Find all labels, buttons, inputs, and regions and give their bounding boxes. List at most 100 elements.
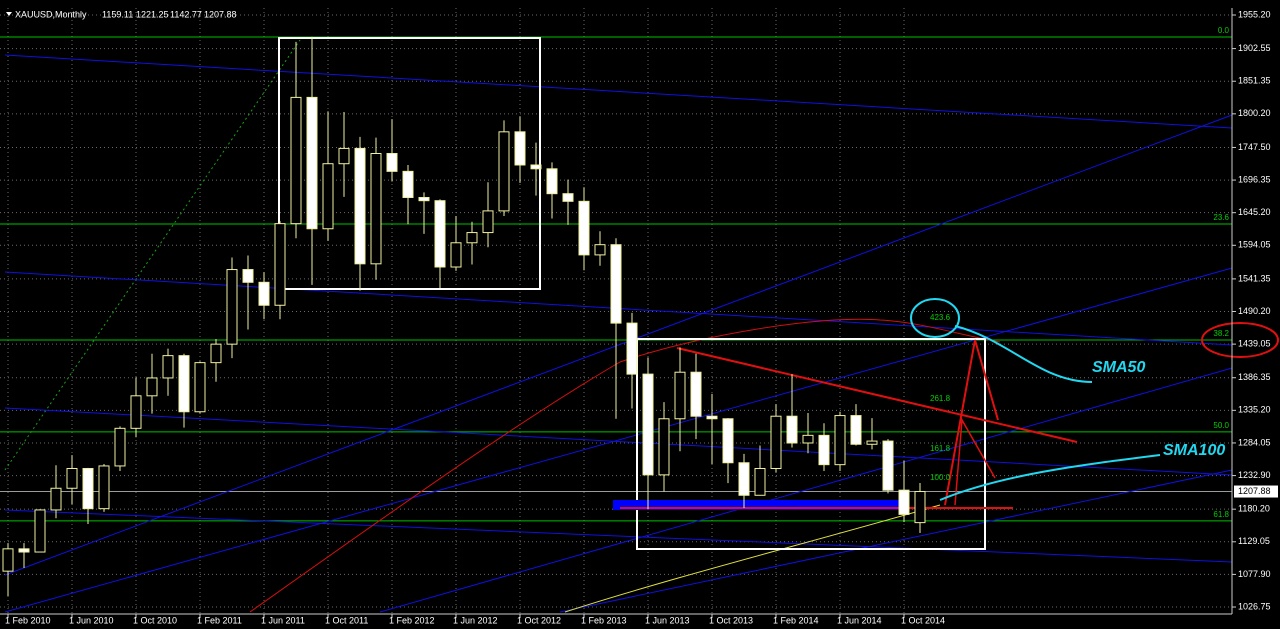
candle-body xyxy=(562,193,574,202)
channel-line xyxy=(379,367,1233,613)
candle-body xyxy=(306,96,318,230)
x-tick-label: 1 Feb 2011 xyxy=(197,615,242,625)
candle-body xyxy=(642,373,654,476)
candle-body xyxy=(34,509,46,553)
channel-line xyxy=(559,469,1233,613)
candles xyxy=(2,36,926,597)
arrow-line xyxy=(939,454,1161,501)
candle-body xyxy=(706,415,718,420)
y-tick-label: 1955.20 xyxy=(1238,9,1271,19)
y-tick-label: 1386.35 xyxy=(1238,372,1271,382)
channel-line xyxy=(4,407,1233,476)
candle-body xyxy=(834,415,846,466)
candle-body xyxy=(114,427,126,467)
channel-line xyxy=(4,509,1233,563)
y-tick-label: 1800.20 xyxy=(1238,108,1271,118)
fibo-label: 100.0 xyxy=(930,473,951,482)
candle-body xyxy=(98,465,110,510)
candle-body xyxy=(850,415,862,445)
candle-body xyxy=(338,147,350,165)
candle-body xyxy=(690,371,702,417)
candle-body xyxy=(146,377,158,397)
x-tick-label: 1 Feb 2012 xyxy=(389,615,435,625)
candle-body xyxy=(450,242,462,268)
sma-line xyxy=(564,504,941,613)
price-label: 1207.88 xyxy=(1238,486,1271,496)
support-zone xyxy=(613,500,905,510)
x-tick-label: 1 Jun 2013 xyxy=(645,615,690,625)
candle-body xyxy=(658,418,670,476)
y-tick-label: 1026.75 xyxy=(1238,601,1271,611)
price-box xyxy=(1234,485,1278,498)
candle-body xyxy=(178,355,190,413)
fibo-label: 423.6 xyxy=(930,313,951,322)
candle-body xyxy=(50,487,62,511)
channel-line xyxy=(4,267,1233,613)
candle-body xyxy=(866,440,878,445)
candle-body xyxy=(18,548,30,553)
header-high: 1221.25 xyxy=(136,9,169,19)
fibo-label: 161.8 xyxy=(930,444,951,453)
arrow-line xyxy=(954,325,1093,383)
channel-line xyxy=(4,114,1233,576)
y-tick-label: 1439.05 xyxy=(1238,338,1271,348)
candle-body xyxy=(818,434,830,466)
y-tick-label: 1645.20 xyxy=(1238,207,1271,217)
fibo-label: 0.0 xyxy=(1218,26,1230,35)
y-tick-label: 1747.50 xyxy=(1238,142,1271,152)
header-low: 1142.77 xyxy=(170,9,202,19)
candle-body xyxy=(626,322,638,375)
candle-body xyxy=(610,244,622,324)
grid xyxy=(0,8,1232,614)
fibo-label: 61.8 xyxy=(1213,510,1229,519)
y-tick-label: 1284.05 xyxy=(1238,437,1271,447)
candle-body xyxy=(498,131,510,212)
candle-body xyxy=(514,131,526,166)
box xyxy=(636,338,986,550)
menu-arrow[interactable] xyxy=(6,12,12,16)
y-tick-label: 1902.55 xyxy=(1238,43,1271,53)
header-close: 1207.88 xyxy=(204,9,237,19)
fibo-label: 23.6 xyxy=(1213,213,1229,222)
candle-body xyxy=(322,163,334,230)
x-tick-label: 1 Feb 2010 xyxy=(5,615,51,625)
candle-body xyxy=(914,491,926,524)
candle-body xyxy=(2,548,14,572)
candle-body xyxy=(674,371,686,420)
candle-body xyxy=(402,170,414,199)
y-tick-label: 1077.90 xyxy=(1238,569,1271,579)
x-tick-label: 1 Oct 2011 xyxy=(325,615,368,625)
candle-body xyxy=(82,467,94,510)
x-tick-label: 1 Feb 2014 xyxy=(773,615,819,625)
y-tick-label: 1232.90 xyxy=(1238,470,1271,480)
annotation: SMA100 xyxy=(1163,442,1225,459)
candle-body xyxy=(594,244,606,256)
candle-body xyxy=(418,197,430,202)
x-tick-label: 1 Jun 2012 xyxy=(453,615,498,625)
candle-body xyxy=(194,362,206,413)
candle-body xyxy=(546,168,558,195)
projection-line xyxy=(954,417,996,506)
y-tick-label: 1129.05 xyxy=(1238,536,1270,546)
trend-line xyxy=(676,347,1078,443)
candle-body xyxy=(434,200,446,268)
y-tick-label: 1180.20 xyxy=(1238,504,1270,514)
candle-body xyxy=(258,281,270,306)
candle-body xyxy=(386,153,398,172)
x-tick-label: 1 Oct 2014 xyxy=(901,615,945,625)
x-tick-label: 1 Jun 2011 xyxy=(261,615,305,625)
box xyxy=(278,37,541,290)
x-tick-label: 1 Oct 2013 xyxy=(709,615,753,625)
candle-body xyxy=(578,200,590,256)
header-open: 1159.11 xyxy=(102,9,133,19)
fibo-label: 50.0 xyxy=(1213,421,1229,430)
candle-body xyxy=(274,223,286,306)
highlight-circle xyxy=(910,298,960,338)
candle-body xyxy=(754,467,766,496)
candle-body xyxy=(66,467,78,489)
sma-line xyxy=(249,318,1001,613)
candle-body xyxy=(530,164,542,170)
channel-line xyxy=(4,54,1233,129)
